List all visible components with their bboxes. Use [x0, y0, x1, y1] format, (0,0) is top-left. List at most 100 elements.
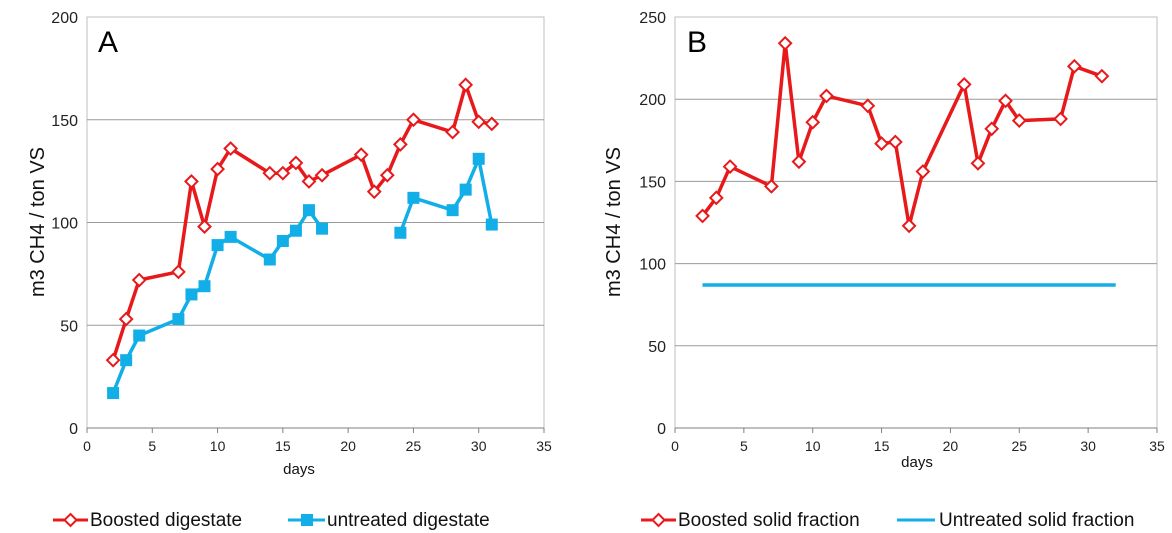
series-group-a — [105, 77, 500, 400]
data-point-untreated-digestate — [224, 230, 237, 243]
chart-panel-b: 0 50 100 150 200 250 0 5 10 15 20 25 30 35 B days m3 … — [603, 10, 1165, 471]
data-point-boosted-digestate — [223, 141, 239, 156]
data-point-boosted-solid-fraction — [874, 136, 889, 152]
legend-item-untreated-digestate[interactable]: untreated digestate — [288, 510, 490, 531]
data-point-boosted-solid-fraction — [708, 190, 724, 206]
y-tick-label-b: 200 — [639, 92, 666, 109]
data-point-untreated-digestate — [485, 218, 498, 231]
data-point-boosted-digestate — [105, 352, 121, 368]
data-point-boosted-solid-fraction — [1053, 111, 1069, 127]
y-tick-label-b: 100 — [639, 257, 666, 274]
data-point-boosted-solid-fraction — [956, 76, 972, 92]
data-point-boosted-digestate — [210, 161, 225, 177]
data-point-boosted-solid-fraction — [819, 88, 834, 104]
x-tick-label-b: 20 — [943, 438, 959, 454]
panel-label-a: A — [98, 26, 118, 59]
x-tick-label-a: 30 — [471, 438, 487, 454]
data-point-boosted-digestate — [301, 173, 317, 189]
series-line-boosted-digestate — [111, 83, 493, 361]
legend-label-untreated-solid-fraction: Untreated solid fraction — [939, 510, 1134, 531]
legend-label-untreated-digestate: untreated digestate — [327, 510, 490, 531]
data-point-boosted-digestate — [392, 136, 408, 152]
y-tick-label-a: 200 — [51, 10, 78, 27]
plot-area-b — [674, 16, 1158, 429]
x-axis-label-b: days — [901, 454, 933, 471]
y-tick-label-a: 0 — [69, 421, 78, 438]
data-point-boosted-solid-fraction — [1094, 68, 1110, 84]
data-point-boosted-solid-fraction — [805, 114, 821, 130]
panel-label-b: B — [687, 26, 707, 59]
y-axis-label-a: m3 CH4 / ton VS — [27, 147, 49, 297]
x-tick-label-a: 5 — [148, 438, 156, 454]
data-point-untreated-digestate — [289, 224, 302, 237]
y-tick-label-a: 150 — [51, 113, 78, 130]
data-point-boosted-digestate — [288, 155, 304, 171]
data-point-boosted-digestate — [366, 184, 382, 200]
data-point-boosted-solid-fraction — [901, 218, 917, 234]
y-axis-label-b: m3 CH4 / ton VS — [603, 147, 625, 297]
data-point-boosted-digestate — [484, 116, 500, 132]
legend-item-untreated-solid-fraction[interactable]: Untreated solid fraction — [897, 510, 1134, 531]
legend-item-boosted-digestate[interactable]: Boosted digestate — [53, 510, 242, 531]
data-point-boosted-digestate — [262, 165, 278, 181]
data-point-boosted-solid-fraction — [998, 93, 1013, 109]
data-point-untreated-digestate — [276, 234, 289, 247]
data-point-untreated-digestate — [198, 280, 211, 293]
data-point-boosted-solid-fraction — [695, 208, 710, 224]
data-point-boosted-digestate — [353, 147, 369, 163]
data-point-boosted-digestate — [471, 114, 487, 130]
y-tick-label-a: 50 — [60, 318, 78, 335]
data-point-untreated-digestate — [120, 354, 133, 367]
data-point-untreated-digestate — [211, 239, 224, 252]
data-point-boosted-solid-fraction — [887, 134, 903, 150]
x-tick-label-b: 5 — [740, 438, 748, 454]
x-tick-label-b: 30 — [1080, 438, 1096, 454]
data-point-untreated-digestate — [172, 313, 185, 326]
data-point-untreated-digestate — [316, 222, 329, 235]
legend-marker-untreated-digestate — [301, 514, 313, 526]
axes-b: 0 50 100 150 200 250 0 5 10 15 20 25 30 35 — [639, 10, 1165, 454]
x-tick-label-b: 15 — [874, 438, 890, 454]
x-tick-label-a: 20 — [340, 438, 356, 454]
x-tick-label-a: 10 — [210, 438, 226, 454]
data-point-untreated-digestate — [459, 183, 472, 196]
x-tick-label-b: 35 — [1149, 438, 1165, 454]
data-point-untreated-digestate — [302, 204, 315, 217]
legend-marker-boosted-solid-fraction — [651, 512, 666, 528]
data-point-boosted-solid-fraction — [1011, 113, 1027, 128]
data-point-boosted-solid-fraction — [777, 35, 793, 51]
data-point-untreated-digestate — [263, 253, 276, 266]
data-point-boosted-digestate — [118, 311, 134, 327]
data-point-boosted-solid-fraction — [984, 121, 1000, 137]
data-point-boosted-solid-fraction — [970, 155, 986, 171]
data-point-boosted-digestate — [184, 173, 199, 189]
y-tick-label-b: 50 — [648, 339, 666, 356]
gridlines-b — [675, 98, 1157, 347]
legend-marker-boosted-digestate — [63, 512, 78, 528]
data-point-boosted-solid-fraction — [763, 178, 779, 194]
chart-panel-a: 0 50 100 150 200 0 5 10 15 20 25 30 35 A days m3 CH4… — [27, 10, 552, 478]
data-point-boosted-solid-fraction — [860, 98, 876, 114]
data-point-boosted-digestate — [314, 167, 330, 183]
x-tick-label-a: 25 — [406, 438, 422, 454]
data-point-boosted-solid-fraction — [791, 154, 807, 170]
x-axis-label-a: days — [283, 461, 315, 478]
data-point-boosted-digestate — [170, 264, 186, 280]
x-tick-label-a: 15 — [275, 438, 291, 454]
x-tick-label-b: 25 — [1011, 438, 1027, 454]
data-point-boosted-solid-fraction — [1066, 58, 1082, 74]
data-point-untreated-digestate — [472, 152, 485, 165]
data-point-untreated-digestate — [407, 191, 420, 204]
data-point-boosted-digestate — [445, 124, 461, 140]
legend-label-boosted-solid-fraction: Boosted solid fraction — [678, 510, 860, 531]
data-point-untreated-digestate — [446, 204, 459, 217]
y-tick-label-b: 0 — [657, 421, 666, 438]
data-point-boosted-digestate — [406, 112, 421, 128]
y-tick-label-b: 150 — [639, 174, 666, 191]
legend-item-boosted-solid-fraction[interactable]: Boosted solid fraction — [641, 510, 860, 531]
data-point-untreated-digestate — [185, 288, 198, 301]
x-tick-label-b: 10 — [805, 438, 821, 454]
data-point-untreated-digestate — [394, 226, 407, 239]
x-tick-label-a: 0 — [83, 438, 91, 454]
